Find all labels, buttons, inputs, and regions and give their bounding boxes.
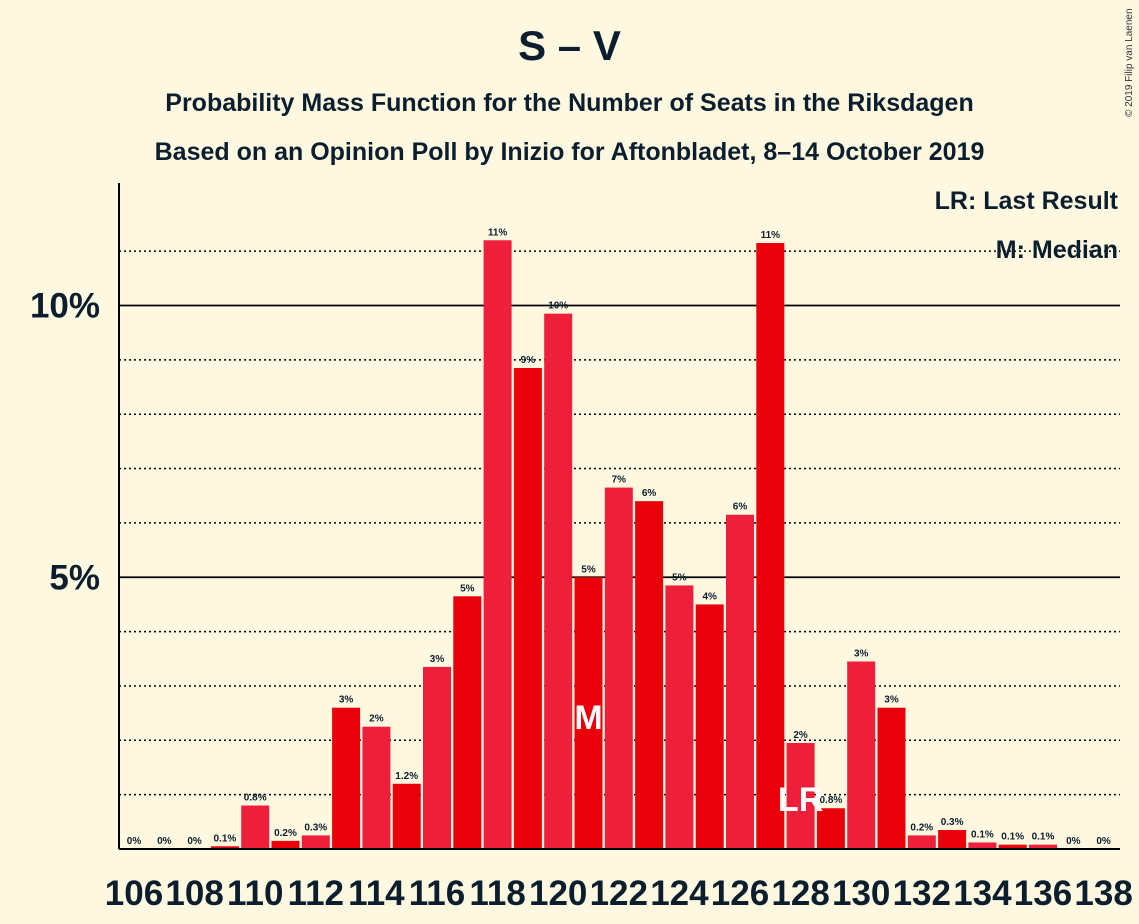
bar-130 [847, 661, 876, 849]
axes [118, 183, 1120, 850]
bar-label-107: 0% [157, 836, 172, 847]
x-tick-label: 128 [771, 874, 829, 913]
bar-117 [453, 596, 482, 849]
bar-label-133: 0.3% [941, 817, 964, 828]
bar-136 [1029, 844, 1057, 849]
bar-label-110: 0.8% [244, 793, 267, 804]
bar-127 [756, 242, 785, 849]
x-tick-label: 106 [105, 874, 163, 913]
bar-label-122: 7% [612, 475, 627, 486]
bar-123 [635, 501, 664, 849]
bar-labels: 0% 0% 0% 0.1% 0.8% 0.2% 0.3% 3% 2% 1.2% 3% 5% 11% 9% 1… [127, 227, 1111, 847]
bar-label-118: 11% [488, 227, 508, 238]
bar-label-108: 0% [187, 836, 202, 847]
bar-label-137: 0% [1066, 836, 1081, 847]
bar-label-131: 3% [884, 695, 899, 706]
x-tick-label: 136 [1014, 874, 1072, 913]
bar-129 [816, 808, 845, 849]
bar-label-115: 1.2% [395, 771, 418, 782]
x-tick-label: 114 [348, 874, 405, 913]
bar-115 [392, 783, 421, 849]
bar-125 [695, 604, 724, 849]
x-tick-label: 132 [893, 874, 951, 913]
bar-112 [301, 835, 330, 849]
bar-120 [544, 313, 573, 850]
x-tick-label: 134 [953, 874, 1012, 913]
bar-122 [604, 487, 633, 849]
bar-119 [513, 368, 542, 849]
y-tick-labels: 5% 10% [30, 287, 100, 598]
markers: M LR [574, 699, 823, 819]
x-tick-label: 112 [288, 874, 344, 913]
bar-label-111: 0.2% [274, 828, 297, 839]
bar-113 [332, 707, 361, 849]
bar-label-113: 3% [339, 695, 354, 706]
bar-110 [241, 805, 270, 849]
bar-132 [907, 835, 936, 849]
x-tick-label: 122 [590, 874, 648, 913]
last-result-marker: LR [778, 781, 823, 819]
bar-label-126: 6% [733, 502, 748, 513]
bar-label-138: 0% [1096, 836, 1111, 847]
bar-label-106: 0% [127, 836, 142, 847]
x-tick-label: 118 [469, 874, 525, 913]
x-tick-label: 108 [165, 874, 223, 913]
y-tick-label: 5% [49, 558, 100, 597]
bar-124 [665, 585, 694, 849]
bar-label-129: 0.8% [820, 795, 843, 806]
bar-135 [998, 844, 1027, 849]
bar-label-136: 0.1% [1032, 832, 1055, 843]
bar-111 [271, 840, 300, 849]
x-tick-label: 130 [832, 874, 890, 913]
bar-label-119: 9% [521, 355, 536, 366]
bar-134 [968, 842, 997, 849]
median-marker: M [574, 699, 602, 737]
bar-131 [877, 707, 906, 849]
chart-title: S – V [518, 22, 621, 69]
bar-label-128: 2% [793, 730, 808, 741]
chart-subtitle-2: Based on an Opinion Poll by Inizio for A… [154, 138, 985, 166]
bar-128 [786, 743, 815, 849]
y-tick-label: 10% [30, 287, 100, 326]
x-tick-labels: 106 108 110 112 114 116 118 120 122 124 126 128 130 1… [105, 874, 1133, 913]
bar-label-109: 0.1% [214, 833, 237, 844]
bars [210, 240, 1057, 850]
bar-label-134: 0.1% [971, 829, 994, 840]
bar-label-130: 3% [854, 648, 869, 659]
bar-label-117: 5% [460, 583, 475, 594]
bar-label-135: 0.1% [1001, 832, 1024, 843]
x-tick-label: 116 [409, 874, 465, 913]
bar-label-121: 5% [581, 564, 596, 575]
x-tick-label: 110 [227, 874, 283, 913]
bar-label-125: 4% [702, 591, 717, 602]
bar-133 [938, 829, 967, 849]
bar-126 [726, 514, 754, 849]
bar-114 [362, 726, 391, 849]
bar-109 [210, 846, 239, 849]
bar-label-116: 3% [430, 654, 445, 665]
x-tick-label: 124 [650, 874, 709, 913]
bar-121 [574, 577, 603, 849]
bar-label-123: 6% [642, 488, 657, 499]
bar-label-114: 2% [369, 714, 384, 725]
bar-label-120: 10% [548, 301, 568, 312]
legend-last-result: LR: Last Result [935, 187, 1119, 215]
bar-label-124: 5% [672, 572, 687, 583]
x-tick-label: 120 [529, 874, 587, 913]
bar-118 [483, 240, 512, 849]
bar-label-127: 11% [761, 230, 781, 241]
bar-label-112: 0.3% [304, 822, 327, 833]
bar-116 [423, 666, 451, 849]
chart-subtitle: Probability Mass Function for the Number… [165, 89, 974, 117]
x-tick-label: 126 [711, 874, 769, 913]
bar-label-132: 0.2% [910, 822, 933, 833]
legend-median: M: Median [996, 236, 1118, 264]
x-tick-label: 138 [1074, 874, 1132, 913]
